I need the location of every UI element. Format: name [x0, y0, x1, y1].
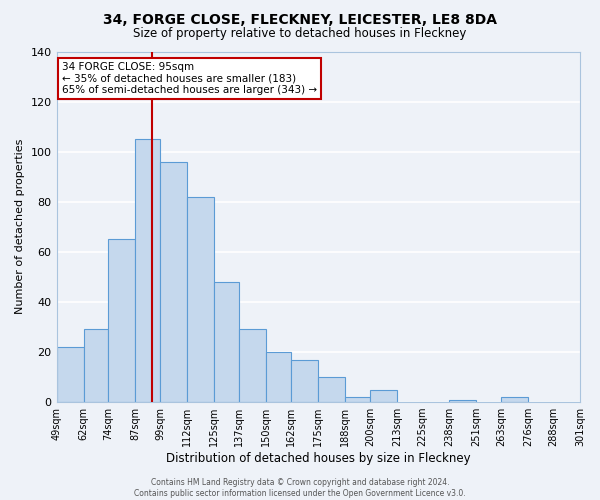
Bar	[318, 377, 345, 402]
Bar	[370, 390, 397, 402]
Bar	[501, 397, 528, 402]
Y-axis label: Number of detached properties: Number of detached properties	[15, 139, 25, 314]
Text: Contains HM Land Registry data © Crown copyright and database right 2024.
Contai: Contains HM Land Registry data © Crown c…	[134, 478, 466, 498]
Text: Size of property relative to detached houses in Fleckney: Size of property relative to detached ho…	[133, 28, 467, 40]
Bar	[83, 330, 109, 402]
Bar	[345, 397, 370, 402]
Bar	[109, 240, 136, 402]
Bar	[291, 360, 318, 402]
Bar	[56, 347, 83, 402]
Text: 34 FORGE CLOSE: 95sqm
← 35% of detached houses are smaller (183)
65% of semi-det: 34 FORGE CLOSE: 95sqm ← 35% of detached …	[62, 62, 317, 95]
Text: 34, FORGE CLOSE, FLECKNEY, LEICESTER, LE8 8DA: 34, FORGE CLOSE, FLECKNEY, LEICESTER, LE…	[103, 12, 497, 26]
Bar	[187, 196, 214, 402]
Bar	[449, 400, 476, 402]
Bar	[136, 139, 160, 402]
Bar	[239, 330, 266, 402]
Bar	[160, 162, 187, 402]
Bar	[266, 352, 291, 402]
Bar	[214, 282, 239, 402]
X-axis label: Distribution of detached houses by size in Fleckney: Distribution of detached houses by size …	[166, 452, 470, 465]
